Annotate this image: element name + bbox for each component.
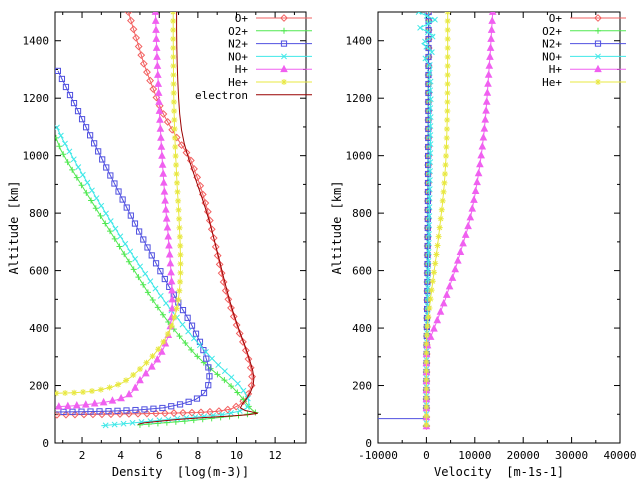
legend-label-O+: O+	[235, 12, 249, 25]
x-tick-label: 40000	[603, 449, 636, 462]
y-tick-label: 1400	[23, 35, 50, 48]
y-tick-label: 1000	[346, 150, 373, 163]
legend-label-N2+: N2+	[228, 38, 248, 51]
legend-label-O2+: O2+	[542, 25, 562, 38]
velocity-panel: -10000 0 10000 20000 30000 400000200400600800…	[330, 11, 637, 479]
x-tick-label: -10000	[358, 449, 398, 462]
legend-label-H+: H+	[235, 63, 249, 76]
legend: O+O2+N2+NO+H+He+electron	[195, 12, 312, 102]
plot-frame	[54, 11, 307, 444]
x-tick-label: 2	[79, 449, 86, 462]
plot-frame	[377, 11, 621, 444]
x-tick-label: 20000	[507, 449, 540, 462]
legend-label-H+: H+	[549, 63, 563, 76]
y-tick-label: 1000	[23, 150, 50, 163]
y-axis-label: Altitude [km]	[7, 181, 21, 275]
y-tick-label: 1200	[346, 92, 373, 105]
y-tick-label: 800	[29, 207, 49, 220]
y-tick-label: 200	[352, 380, 372, 393]
x-tick-label: 0	[423, 449, 430, 462]
y-tick-label: 1200	[23, 92, 50, 105]
y-tick-label: 400	[29, 322, 49, 335]
y-tick-label: 200	[29, 380, 49, 393]
legend-label-He+: He+	[228, 76, 248, 89]
series-O2+	[55, 134, 259, 428]
y-tick-label: 1400	[346, 35, 373, 48]
series-electron	[137, 12, 258, 425]
y-axis-label: Altitude [km]	[330, 181, 344, 275]
legend-label-electron: electron	[195, 89, 248, 102]
series-NO+	[55, 124, 251, 429]
x-tick-label: 10	[230, 449, 243, 462]
y-tick-label: 800	[352, 207, 372, 220]
series-H+	[422, 12, 497, 430]
x-tick-label: 8	[195, 449, 202, 462]
y-tick-label: 0	[365, 437, 372, 450]
legend-label-NO+: NO+	[228, 50, 248, 63]
x-tick-label: 10000	[458, 449, 491, 462]
y-tick-label: 600	[29, 265, 49, 278]
x-tick-label: 4	[117, 449, 124, 462]
x-tick-label: 6	[156, 449, 163, 462]
legend-label-N2+: N2+	[542, 38, 562, 51]
x-axis-label: Density [log(m-3)]	[112, 465, 249, 479]
density-panel: 2 4 6 8 10 12 0 200 400 600 800 1000 1200 1400 Density…	[7, 11, 312, 479]
legend-label-O2+: O2+	[228, 25, 248, 38]
series-N2+	[55, 67, 213, 415]
legend-label-O+: O+	[549, 12, 563, 25]
x-tick-label: 12	[268, 449, 281, 462]
x-axis-label: Velocity [m-1s-1]	[434, 465, 564, 479]
series-He+	[423, 12, 451, 428]
y-tick-label: 400	[352, 322, 372, 335]
legend-label-NO+: NO+	[542, 50, 562, 63]
legend-label-He+: He+	[542, 76, 562, 89]
y-tick-label: 600	[352, 265, 372, 278]
legend: O+O2+N2+NO+H+He+	[542, 12, 626, 89]
series-He+	[55, 12, 184, 397]
x-tick-label: 30000	[555, 449, 588, 462]
y-tick-label: 0	[42, 437, 49, 450]
